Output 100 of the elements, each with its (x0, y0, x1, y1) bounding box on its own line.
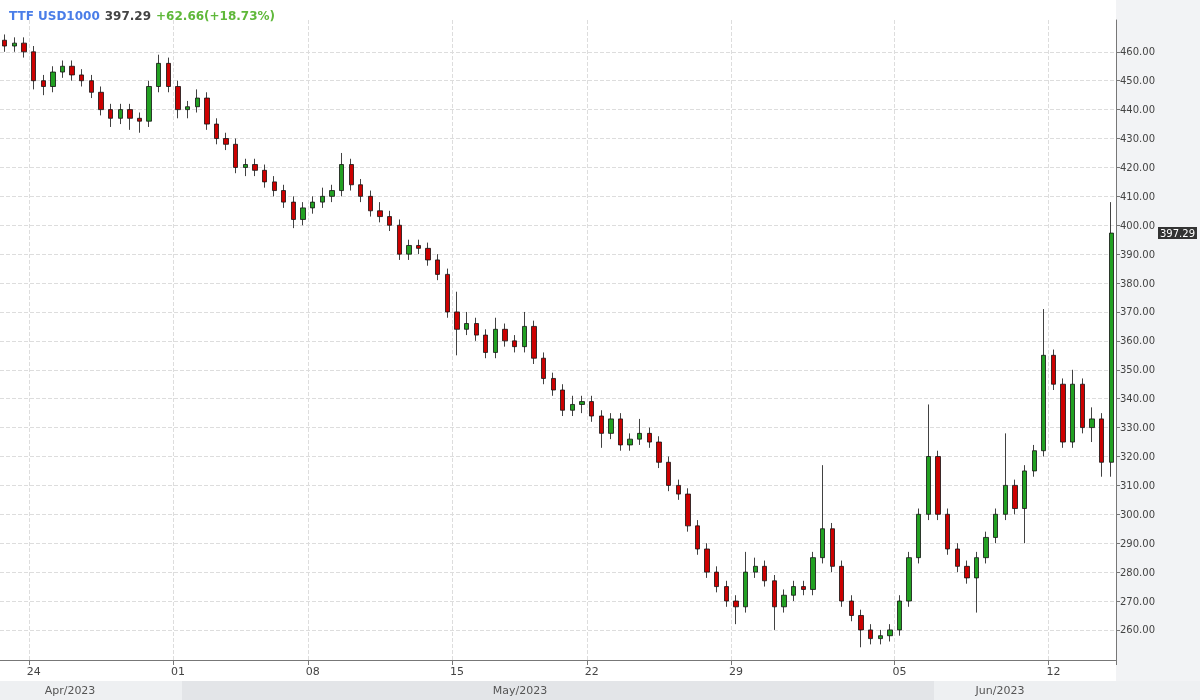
candlestick (397, 219, 402, 261)
candlestick (214, 117, 219, 145)
candlestick (262, 164, 267, 189)
candlestick (830, 522, 835, 573)
candlestick (195, 88, 200, 113)
candlestick (339, 152, 344, 197)
candlestick (416, 239, 421, 255)
y-tick-label: 260.00 (1120, 624, 1155, 636)
candlestick (31, 45, 36, 90)
candlestick (589, 395, 594, 423)
text: May/2023 (492, 683, 548, 697)
y-tick-label: 400.00 (1120, 219, 1155, 231)
x-tick-label: 22 (584, 665, 599, 678)
y-tick-label: 360.00 (1120, 335, 1155, 347)
candlestick (724, 580, 729, 608)
candlestick (21, 36, 27, 58)
annotation: 397.29 (104, 9, 152, 23)
x-tick-label: 01 (170, 665, 185, 678)
candlestick (291, 195, 296, 229)
candlestick (849, 594, 854, 622)
candlestick (175, 80, 181, 119)
x-tick-label: 24 (26, 665, 41, 678)
candlestick (223, 132, 229, 151)
candlestick (483, 328, 488, 359)
candlestick (531, 320, 537, 365)
candlestick (2, 34, 7, 53)
candlestick (647, 427, 652, 449)
candlestick (243, 158, 248, 177)
candlestick (310, 195, 315, 215)
candlestick (1109, 201, 1114, 478)
candlestick (50, 65, 56, 93)
candlestick (233, 138, 238, 174)
text: 397.29 (1160, 227, 1195, 239)
y-tick-label: 380.00 (1120, 277, 1155, 289)
candlestick (579, 395, 585, 414)
candlestick (801, 580, 806, 596)
candlestick (868, 623, 873, 645)
candlestick (695, 519, 700, 556)
candlestick (1003, 432, 1008, 521)
candlestick (926, 404, 931, 521)
candlestick (955, 542, 960, 573)
y-tick-label: 440.00 (1120, 104, 1155, 116)
candlestick (781, 589, 787, 613)
candlestick (368, 190, 373, 217)
candlestick (281, 184, 286, 209)
candlestick (791, 580, 796, 602)
candlestick (945, 508, 950, 556)
candlestick (1099, 412, 1104, 478)
candlestick (127, 103, 133, 131)
candlestick (474, 317, 479, 342)
candlestick (387, 210, 392, 232)
candlestick (637, 418, 642, 446)
y-tick-label: 370.00 (1120, 306, 1155, 318)
candlestick (272, 175, 277, 197)
y-tick-label: 310.00 (1120, 479, 1155, 491)
candlestick (60, 60, 65, 79)
candlestick (820, 464, 825, 564)
candlestick (146, 80, 152, 128)
candlestick (320, 187, 325, 209)
candlestick (185, 100, 190, 119)
x-tick-label: 29 (728, 665, 743, 678)
x-tick-label: 15 (449, 665, 464, 678)
candlestick (502, 323, 508, 348)
candlestick (762, 560, 767, 587)
y-tick-label: 420.00 (1120, 161, 1155, 173)
candlestick (618, 412, 623, 452)
candlestick (512, 334, 517, 353)
candlestick (656, 435, 662, 469)
candlestick (118, 103, 123, 125)
candlestick (935, 450, 941, 521)
candlestick (108, 103, 113, 128)
candlestick (599, 409, 604, 449)
y-tick-label: 460.00 (1120, 46, 1155, 58)
candlestick (204, 91, 210, 131)
candlestick (685, 487, 691, 533)
candlestick (743, 551, 748, 613)
candlestick (435, 253, 440, 281)
candlestick (1070, 369, 1075, 449)
candlestick (676, 479, 681, 501)
y-tick-label: 300.00 (1120, 508, 1155, 520)
y-tick-label: 410.00 (1120, 190, 1155, 202)
candlestick (772, 574, 777, 631)
candlestick (666, 456, 671, 492)
candlestick (887, 623, 893, 642)
candlestick (300, 201, 306, 226)
candlestick (41, 74, 46, 96)
candlestick (137, 112, 142, 134)
candlestick (329, 184, 335, 203)
y-tick-label: 350.00 (1120, 364, 1155, 376)
candlestick (252, 158, 258, 177)
candlestick (810, 551, 816, 596)
candlestick (1080, 378, 1085, 434)
x-tick-label: 12 (1046, 665, 1061, 678)
candlestick (897, 594, 902, 637)
candlestick (12, 36, 17, 53)
candlestick (79, 68, 84, 87)
candlestick (704, 542, 710, 579)
y-tick-label: 430.00 (1120, 133, 1155, 145)
candlestick (570, 395, 575, 417)
candlestick (377, 201, 383, 223)
